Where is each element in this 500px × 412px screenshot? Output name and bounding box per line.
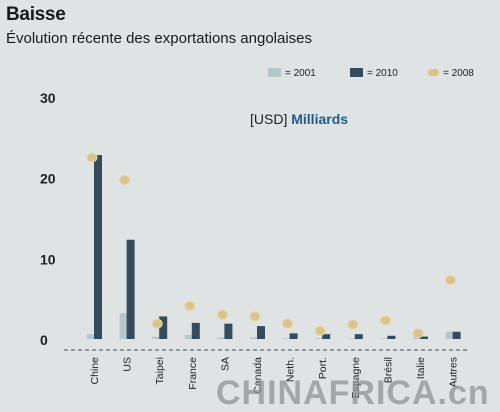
unit-prefix: [USD] — [250, 111, 288, 127]
chart-title: Baisse — [6, 4, 66, 25]
bar-2001 — [445, 331, 453, 339]
legend-label-2008: = 2008 — [443, 68, 474, 79]
dot-2008 — [445, 275, 457, 286]
bar-2010 — [94, 155, 102, 339]
y-tick-label: 10 — [40, 251, 56, 267]
legend-item-2010: = 2010 — [350, 68, 398, 79]
bar-2010 — [126, 239, 135, 339]
bar-2010 — [452, 331, 461, 339]
bar-2010 — [257, 326, 265, 339]
bar-2010 — [159, 316, 168, 339]
legend-swatch-2001 — [268, 68, 281, 77]
legend-swatch-2008 — [428, 69, 439, 76]
x-tick-label: Neth. — [285, 357, 297, 382]
y-tick-label: 30 — [40, 90, 56, 106]
x-tick-label: Espagne — [350, 357, 362, 399]
unit-label: [USD] Milliards — [250, 111, 348, 127]
legend-swatch-2010 — [350, 68, 363, 77]
bar-2001 — [347, 338, 355, 339]
legend-label-2010: = 2010 — [367, 68, 398, 79]
bar-2010 — [354, 334, 363, 339]
bar-2001 — [282, 338, 290, 339]
dot-2008 — [184, 300, 196, 311]
x-tick-label: Canada — [252, 357, 264, 394]
bar-2010 — [191, 322, 200, 339]
x-tick-label: Autres — [448, 357, 460, 387]
x-tick-label: Italie — [415, 357, 427, 379]
x-tick-label: Taipei — [154, 357, 166, 384]
bar-2001 — [87, 334, 94, 339]
x-tick-label: Brésil — [382, 357, 394, 383]
dot-2008 — [412, 328, 424, 339]
x-tick-label: France — [187, 357, 199, 390]
bar-2001 — [184, 334, 192, 339]
unit-emphasis: Milliards — [291, 111, 349, 127]
legend-item-2001: = 2001 — [268, 68, 316, 79]
x-tick-label: US — [122, 357, 134, 372]
x-tick-label: SA — [219, 357, 231, 371]
dot-2008 — [119, 175, 131, 186]
dot-2008 — [216, 309, 228, 320]
watermark-logo: CHINAFRICA.cn — [216, 374, 490, 412]
x-tick-label: Port. — [317, 357, 329, 379]
dot-2008 — [314, 325, 326, 336]
dot-2008 — [86, 152, 98, 163]
x-tick-label: Chine — [89, 357, 101, 385]
legend-item-2008: = 2008 — [428, 68, 474, 79]
bar-2001 — [315, 338, 323, 339]
bar-2001 — [250, 337, 257, 339]
legend-label-2001: = 2001 — [285, 68, 316, 79]
bar-2010 — [224, 323, 233, 339]
dot-2008 — [249, 311, 261, 322]
bar-2001 — [380, 338, 388, 339]
bar-2001 — [413, 337, 420, 339]
chart-legend: = 2001 = 2010 = 2008 — [268, 68, 498, 82]
bar-2001 — [217, 337, 225, 339]
chart-subtitle: Évolution récente des exportations angol… — [6, 30, 313, 47]
y-tick-label: 20 — [40, 171, 56, 187]
bar-2010 — [387, 335, 396, 339]
bar-2010 — [420, 336, 428, 339]
bar-2010 — [289, 333, 298, 339]
dot-2008 — [282, 318, 294, 329]
dot-2008 — [347, 319, 359, 330]
bar-2010 — [322, 334, 331, 339]
dot-2008 — [379, 315, 391, 326]
bar-2001 — [152, 336, 160, 339]
bar-2001 — [119, 313, 127, 339]
dot-2008 — [151, 318, 163, 329]
y-tick-label: 0 — [40, 332, 48, 348]
svg-text:CHINAFRICA.cn: CHINAFRICA.cn — [216, 374, 490, 412]
